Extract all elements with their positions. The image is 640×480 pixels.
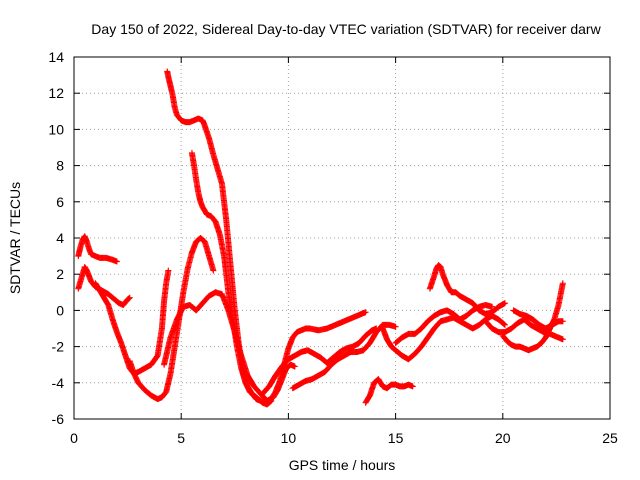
series-track-n	[426, 262, 508, 318]
y-tick-label: 4	[56, 230, 64, 246]
series-track-q	[510, 307, 566, 332]
series-track-h	[268, 309, 369, 403]
x-tick-label: 5	[177, 430, 185, 446]
data-point	[125, 295, 132, 302]
data-point	[501, 321, 508, 328]
x-axis-title: GPS time / hours	[289, 457, 396, 473]
data-point	[291, 363, 298, 370]
data-point	[559, 336, 566, 343]
chart-title: Day 150 of 2022, Sidereal Day-to-day VTE…	[91, 21, 601, 37]
y-tick-label: -2	[52, 339, 65, 355]
x-tick-label: 25	[602, 430, 618, 446]
grid	[74, 57, 610, 419]
data-point	[559, 280, 566, 287]
data-point	[126, 295, 133, 302]
axis-ticks: 0 5 10 15 20 25 -6 -4 -2 0 2 4 6 8 10 12 14	[48, 49, 618, 446]
series-track-j	[289, 321, 399, 392]
series-track-e	[164, 68, 264, 404]
data-point	[362, 309, 369, 316]
y-tick-label: 0	[56, 302, 64, 318]
series-track-o	[482, 316, 566, 343]
x-tick-label: 0	[70, 430, 78, 446]
y-tick-label: 14	[48, 49, 64, 65]
series-track-m	[392, 301, 496, 346]
series-track-d	[126, 235, 217, 403]
data-point	[501, 321, 508, 328]
data-point	[210, 267, 217, 274]
y-tick-label: 6	[56, 194, 64, 210]
x-tick-label: 10	[281, 430, 297, 446]
series-track-c	[92, 267, 172, 377]
data-point	[126, 294, 133, 301]
data-series	[75, 68, 566, 408]
series-track-k	[362, 376, 416, 406]
y-axis-title: SDTVAR / TECUs	[7, 182, 23, 294]
data-point	[113, 258, 120, 265]
data-point	[501, 300, 508, 307]
series-track-i	[259, 325, 380, 397]
data-point	[559, 318, 566, 325]
series-track-a	[75, 233, 120, 265]
y-tick-label: -4	[52, 375, 65, 391]
data-point	[489, 303, 496, 310]
data-point	[409, 383, 416, 390]
y-tick-label: -6	[52, 411, 65, 427]
y-tick-label: 10	[48, 121, 64, 137]
x-tick-label: 15	[388, 430, 404, 446]
y-tick-label: 8	[56, 158, 64, 174]
data-point	[165, 267, 172, 274]
data-point	[392, 323, 399, 330]
plot-frame	[73, 56, 611, 420]
y-tick-label: 2	[56, 266, 64, 282]
y-tick-label: 12	[48, 85, 64, 101]
x-tick-label: 20	[495, 430, 511, 446]
